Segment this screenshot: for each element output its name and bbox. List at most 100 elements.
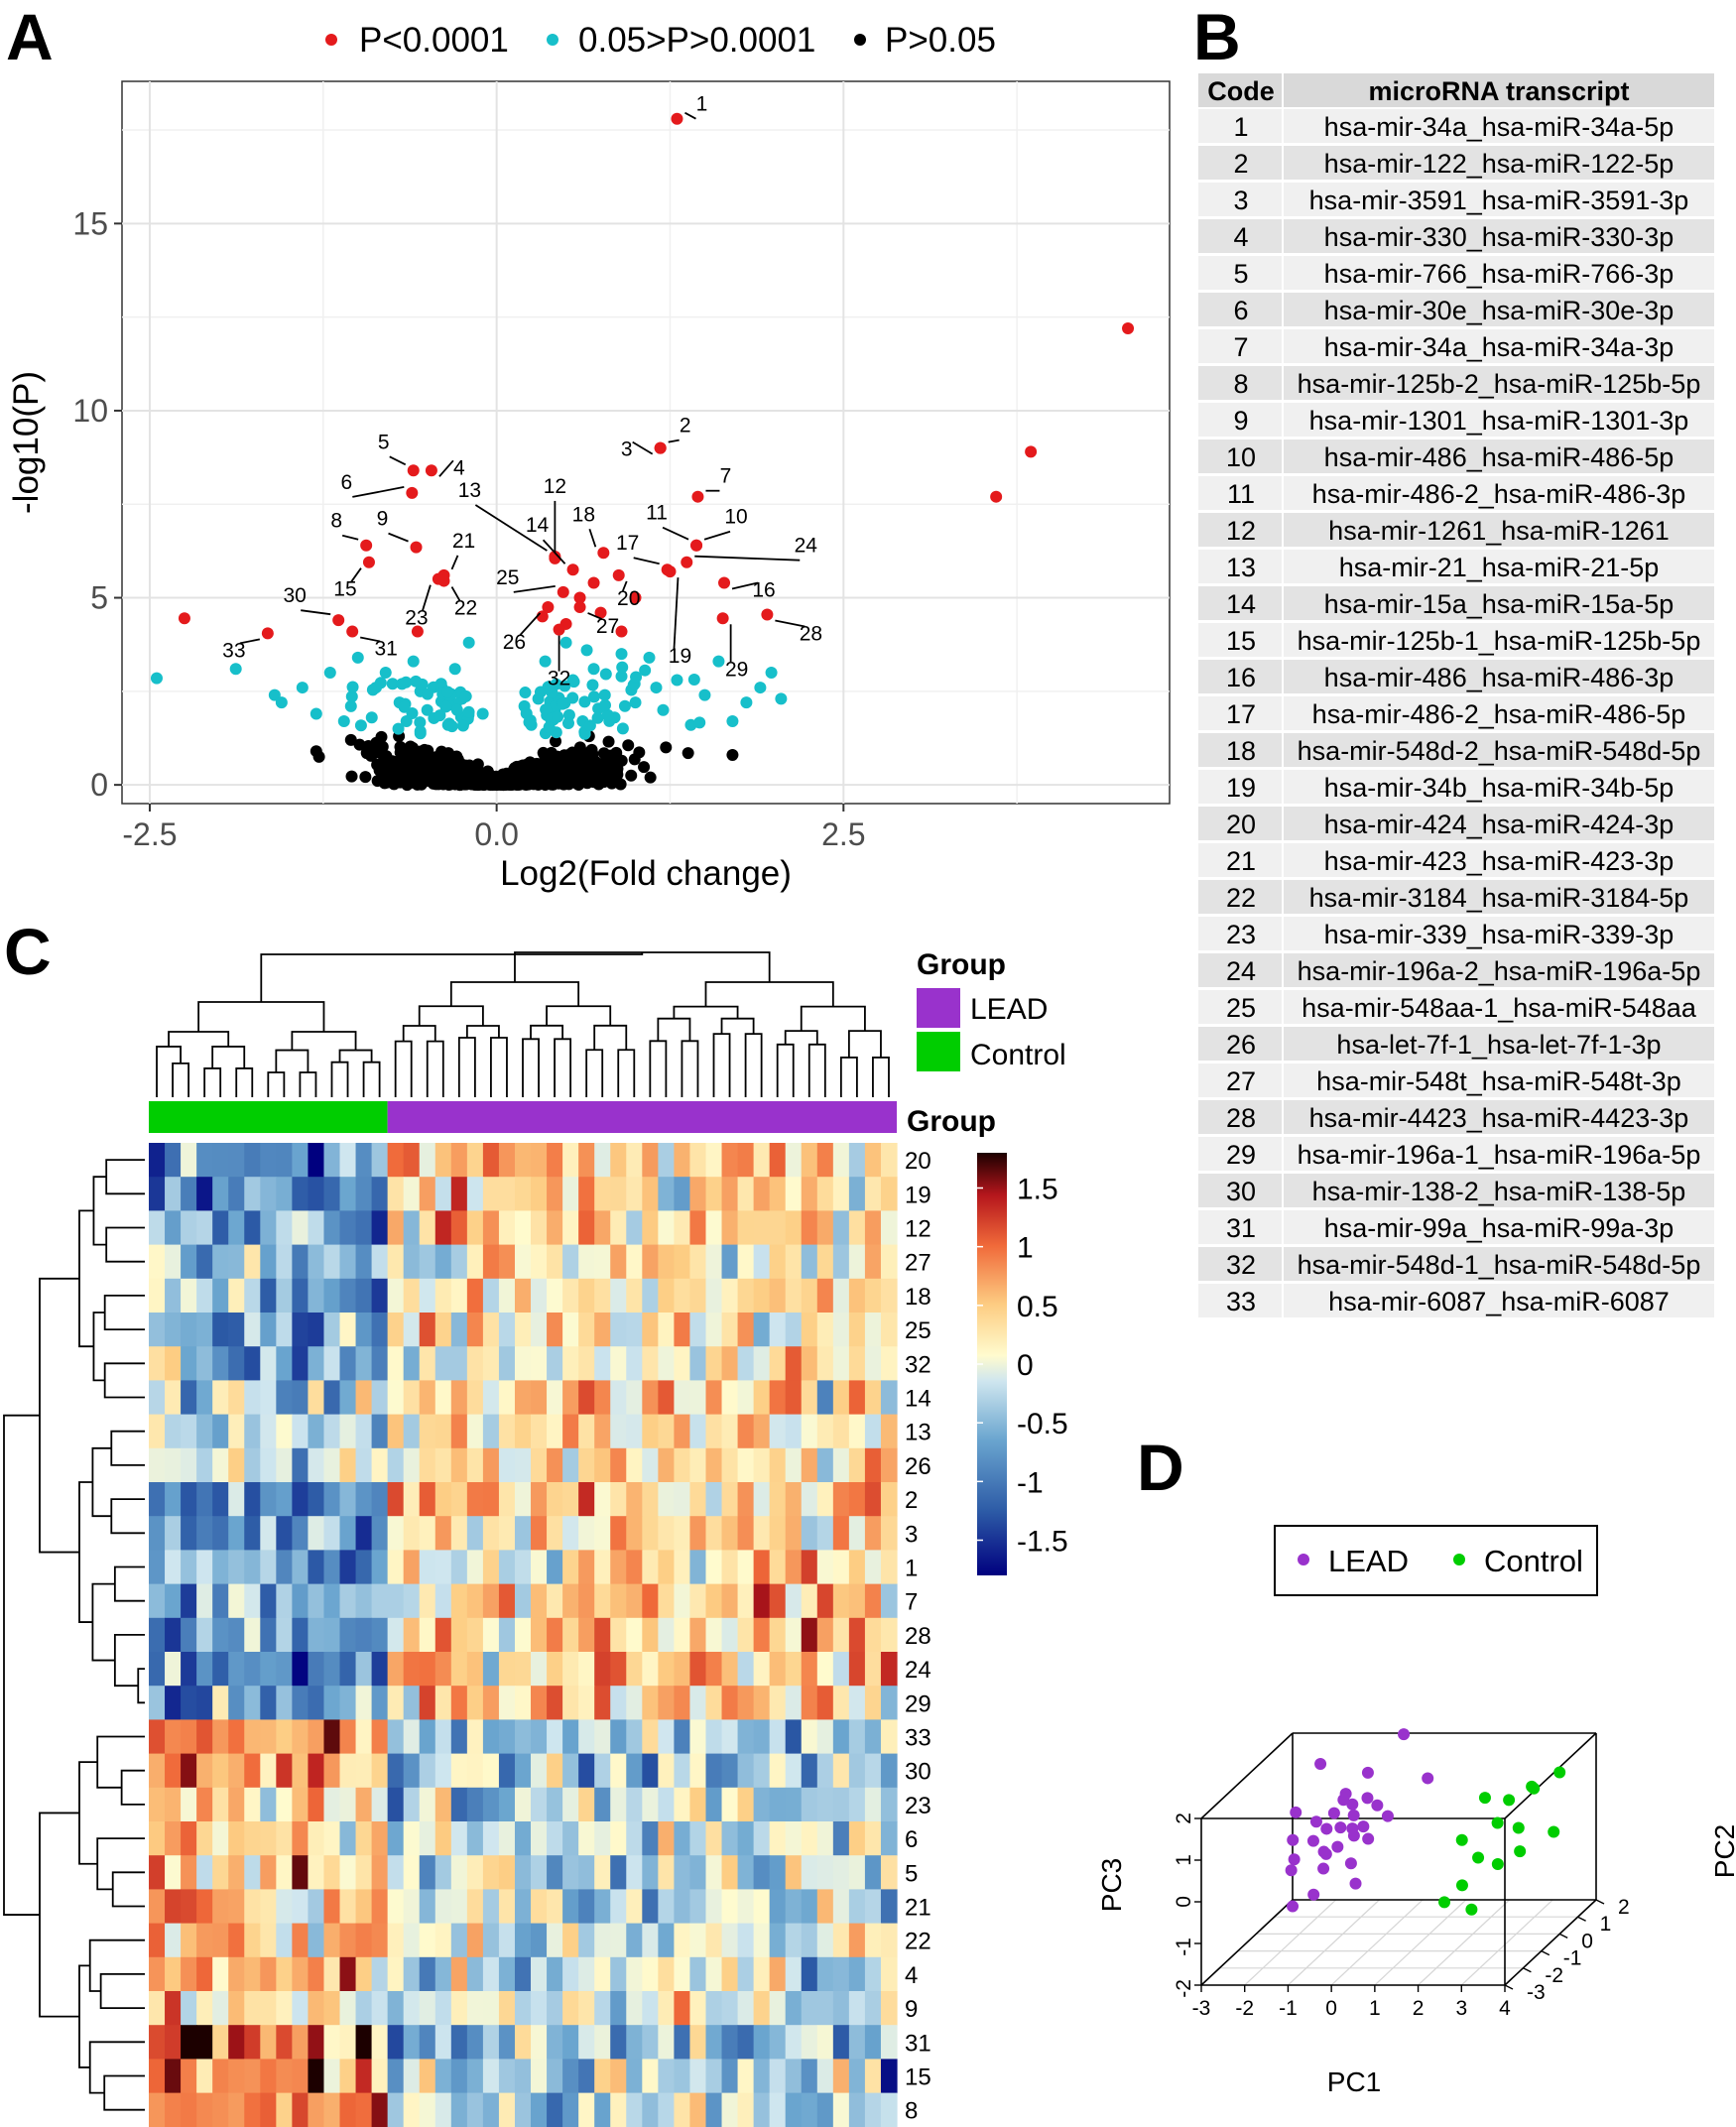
heatmap-cell	[658, 1447, 676, 1483]
heatmap-cell	[848, 1787, 866, 1822]
heatmap-cell	[482, 1753, 500, 1789]
pca-point-control	[1438, 1896, 1451, 1909]
heatmap-cell	[339, 1821, 357, 1856]
heatmap-cell	[594, 2025, 611, 2060]
table-row	[1284, 917, 1714, 950]
heatmap-cell	[323, 1177, 341, 1211]
heatmap-cell	[403, 1210, 421, 1246]
heatmap-cell	[212, 1753, 229, 1789]
table-row	[1198, 1210, 1282, 1244]
heatmap-cell	[578, 1244, 595, 1280]
heatmap-cell	[434, 1686, 452, 1720]
heatmap-cell	[403, 1550, 421, 1585]
table-cell-transcript: hsa-mir-766_hsa-miR-766-3p	[1324, 259, 1674, 289]
heatmap-cell	[769, 1821, 787, 1856]
heatmap-cell	[450, 2025, 468, 2060]
heatmap-cell	[149, 1346, 166, 1381]
heatmap-row-labels: 2019122718253214132623172824293330236521…	[905, 1148, 931, 2125]
heatmap-cell	[371, 1447, 389, 1483]
heatmap-cell	[626, 1719, 643, 1755]
annotation-label: 25	[496, 566, 519, 589]
heatmap-cell	[753, 1244, 771, 1280]
table-row	[1198, 880, 1282, 914]
heatmap-cell	[594, 1516, 611, 1551]
heatmap-cell	[292, 1956, 310, 1992]
heatmap-cell	[816, 1787, 834, 1822]
heatmap-cell	[880, 1889, 898, 1925]
pca-point-control	[1491, 1857, 1504, 1870]
heatmap-cell	[880, 1991, 898, 2026]
heatmap-cell	[514, 1956, 532, 1992]
row-dendrogram	[3, 1159, 145, 2111]
heatmap-cell	[244, 1991, 261, 2026]
heatmap-cell	[562, 1652, 579, 1687]
heatmap-cell	[260, 1550, 277, 1585]
heatmap-cell	[403, 1346, 421, 1381]
heatmap-cell	[212, 1991, 229, 2026]
heatmap-cell	[339, 1686, 357, 1720]
heatmap-cell	[403, 1380, 421, 1416]
heatmap-cell	[658, 1414, 676, 1449]
moderate-points	[150, 636, 788, 740]
heatmap-cell	[419, 1516, 436, 1551]
annotation-arrow	[662, 526, 689, 541]
table-row	[1198, 586, 1282, 620]
heatmap-cell	[371, 1889, 389, 1925]
heatmap-cell	[642, 1956, 659, 1992]
annotation-label: 9	[377, 508, 389, 531]
heatmap-cell	[149, 1686, 166, 1720]
heatmap-cell	[434, 1787, 452, 1822]
point-moderate	[630, 671, 643, 684]
heatmap-cell	[498, 1380, 516, 1416]
dendrogram-branch	[172, 1062, 190, 1097]
heatmap-cell	[244, 1686, 261, 1720]
heatmap-cell	[737, 1583, 755, 1619]
pca-point-lead	[1346, 1798, 1359, 1811]
heatmap-cell	[531, 1210, 548, 1246]
heatmap-cell	[212, 1313, 229, 1347]
heatmap-cell	[848, 1244, 866, 1280]
heatmap-cell	[450, 1313, 468, 1347]
heatmap-cell	[705, 1956, 723, 1992]
heatmap-cell	[450, 1889, 468, 1925]
heatmap-cell	[626, 1550, 643, 1585]
table-cell-code: 28	[1226, 1103, 1256, 1133]
heatmap-cell	[689, 1346, 707, 1381]
y-tick-label: 0	[90, 767, 108, 803]
heatmap-cell	[212, 1143, 229, 1178]
heatmap-cell	[832, 1617, 850, 1653]
heatmap-cell	[514, 1991, 532, 2026]
point-nonsignificant	[578, 749, 591, 762]
point-moderate	[543, 681, 556, 693]
annotation-arrow	[775, 619, 806, 628]
point-significant-labeled	[425, 464, 437, 477]
heatmap-cell	[832, 1313, 850, 1347]
heatmap-cell	[196, 1956, 213, 1992]
heatmap-cell	[832, 1278, 850, 1314]
dendrogram-branch	[88, 2041, 145, 2094]
point-significant-labeled	[597, 547, 610, 560]
heatmap-cell	[212, 1583, 229, 1619]
heatmap-cell	[594, 1889, 611, 1925]
heatmap-cell	[403, 1278, 421, 1314]
heatmap-cell	[880, 1821, 898, 1856]
heatmap-cell	[434, 1956, 452, 1992]
heatmap-cell	[196, 2059, 213, 2094]
heatmap-cell	[594, 1143, 611, 1178]
annotation-arrow	[668, 438, 680, 443]
heatmap-cell	[610, 1956, 627, 1992]
table-row	[1284, 1064, 1714, 1097]
heatmap-cell	[212, 2059, 229, 2094]
heatmap-cell	[801, 1855, 818, 1890]
pca-y-tick-label: 2	[1618, 1896, 1630, 1919]
heatmap-cell	[658, 2092, 676, 2127]
heatmap-cell	[165, 1991, 182, 2026]
heatmap-cell	[674, 1313, 691, 1347]
annotation-arrow	[542, 539, 566, 564]
annotation-label: 18	[572, 503, 595, 526]
heatmap-cell	[816, 1719, 834, 1755]
heatmap-cell	[371, 1516, 389, 1551]
heatmap-cell	[832, 1855, 850, 1890]
heatmap-cell	[642, 2025, 659, 2060]
point-moderate	[616, 722, 629, 735]
